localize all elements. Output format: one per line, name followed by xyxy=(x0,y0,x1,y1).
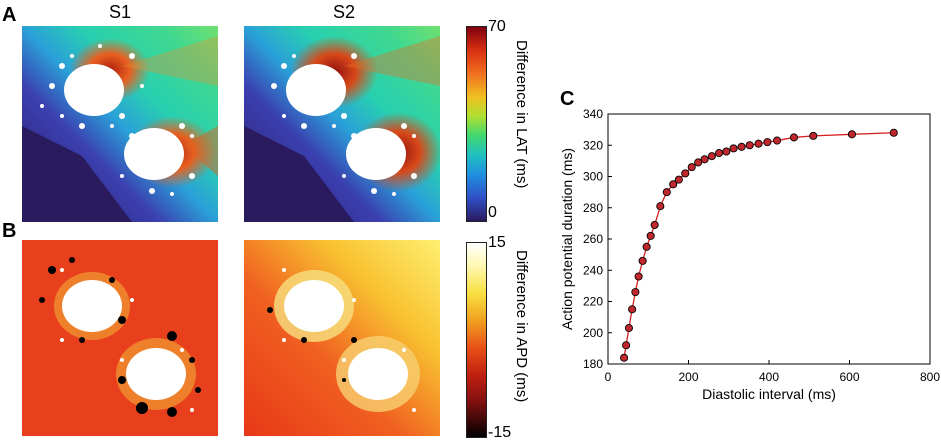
lat-colorbar-max: 70 xyxy=(488,18,506,35)
apd-map-s2-graphic xyxy=(244,240,440,436)
data-point-23 xyxy=(745,141,754,150)
x-tick-label-1: 200 xyxy=(678,370,698,384)
lat-map-s1-graphic xyxy=(22,26,218,222)
apd-restitution-chart: 180 200 220 240 260 280 300 320 340 0 200 400 600 80… xyxy=(560,107,940,402)
y-tick-label-1: 200 xyxy=(583,326,603,340)
data-point-22 xyxy=(737,142,746,151)
y-tick-label-5: 280 xyxy=(583,201,603,215)
column-title-s1: S1 xyxy=(108,2,132,22)
data-point-9 xyxy=(650,220,659,229)
panel-b-label: B xyxy=(2,220,17,242)
data-point-11 xyxy=(662,188,671,197)
y-axis-ticks: 180 200 220 240 260 280 300 320 340 xyxy=(583,107,612,371)
y-tick-label-4: 260 xyxy=(583,232,603,246)
data-point-14 xyxy=(681,169,690,178)
x-axis-label: Diastolic interval (ms) xyxy=(702,386,836,402)
apd-colorbar-min: -15 xyxy=(488,424,512,441)
lat-colorbar-label: Difference in LAT (ms) xyxy=(513,40,530,189)
data-point-20 xyxy=(722,147,731,156)
data-point-7 xyxy=(642,242,651,251)
x-axis-ticks: 0 200 400 600 800 xyxy=(605,360,940,384)
data-point-4 xyxy=(631,288,640,297)
x-tick-label-4: 800 xyxy=(920,370,940,384)
x-tick-label-3: 600 xyxy=(839,370,859,384)
apd-map-s1-graphic xyxy=(22,240,218,436)
lat-map-s2 xyxy=(244,26,440,222)
data-point-29 xyxy=(847,130,856,139)
y-tick-label-0: 180 xyxy=(583,357,603,371)
y-tick-label-6: 300 xyxy=(583,170,603,184)
data-point-21 xyxy=(729,144,738,153)
data-point-2 xyxy=(624,324,633,333)
lat-colorbar-min: 0 xyxy=(488,204,497,221)
data-point-3 xyxy=(628,305,637,314)
x-tick-label-2: 400 xyxy=(759,370,779,384)
y-tick-label-3: 240 xyxy=(583,263,603,277)
lat-map-s1 xyxy=(22,26,218,222)
series-line xyxy=(623,132,894,358)
data-point-0 xyxy=(620,353,629,362)
data-point-26 xyxy=(772,136,782,145)
y-tick-label-7: 320 xyxy=(583,138,603,152)
lat-colorbar xyxy=(466,26,487,222)
data-point-13 xyxy=(674,175,683,184)
y-tick-label-8: 340 xyxy=(583,107,603,121)
data-point-5 xyxy=(634,272,643,281)
data-point-17 xyxy=(700,155,709,164)
data-point-16 xyxy=(694,158,703,167)
panel-c-label: C xyxy=(560,88,575,110)
y-axis-label: Action potential duration (ms) xyxy=(560,148,575,330)
apd-map-s1 xyxy=(22,240,218,436)
apd-colorbar xyxy=(466,242,487,438)
data-point-25 xyxy=(763,138,772,147)
apd-colorbar-max: 15 xyxy=(488,234,506,251)
apd-colorbar-label: Difference in APD (ms) xyxy=(513,250,530,403)
data-point-12 xyxy=(669,180,678,189)
column-title-s2: S2 xyxy=(332,2,356,22)
data-point-18 xyxy=(707,152,716,161)
data-point-1 xyxy=(622,341,631,350)
data-point-10 xyxy=(656,202,665,211)
plot-area xyxy=(607,113,931,365)
apd-map-s2 xyxy=(244,240,440,436)
data-point-15 xyxy=(687,163,696,172)
panel-a-label: A xyxy=(2,4,17,26)
data-markers xyxy=(620,128,898,362)
data-point-28 xyxy=(809,131,818,140)
x-tick-label-0: 0 xyxy=(605,370,612,384)
data-point-24 xyxy=(754,139,763,148)
data-point-6 xyxy=(638,256,647,265)
data-point-30 xyxy=(889,128,898,137)
data-point-19 xyxy=(715,149,724,158)
y-tick-label-2: 220 xyxy=(583,295,603,309)
lat-map-s2-graphic xyxy=(244,26,440,222)
data-point-8 xyxy=(646,231,655,240)
data-point-27 xyxy=(789,133,799,142)
